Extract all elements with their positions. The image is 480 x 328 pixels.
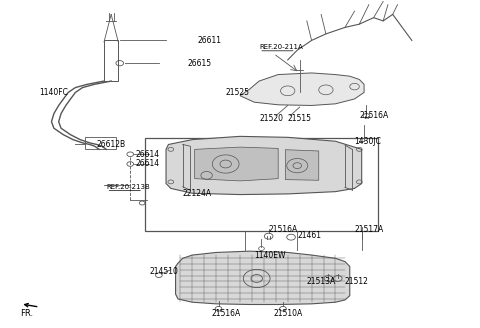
- Text: 22124A: 22124A: [183, 189, 212, 198]
- Text: 21461: 21461: [297, 231, 321, 240]
- Text: 214510: 214510: [149, 267, 178, 276]
- Bar: [144, 138, 378, 231]
- Polygon shape: [176, 251, 350, 304]
- Text: 21512: 21512: [345, 277, 369, 286]
- Polygon shape: [240, 73, 364, 106]
- Text: 21525: 21525: [226, 88, 250, 97]
- Bar: [85, 137, 116, 149]
- Polygon shape: [195, 147, 278, 181]
- Bar: [104, 40, 118, 81]
- Text: REF.20-211A: REF.20-211A: [259, 44, 303, 50]
- Polygon shape: [285, 150, 319, 180]
- Text: 21516A: 21516A: [211, 309, 240, 318]
- Text: 21510A: 21510A: [274, 309, 303, 318]
- Text: 1430JC: 1430JC: [355, 137, 382, 146]
- Polygon shape: [166, 136, 362, 195]
- Text: 1140EW: 1140EW: [254, 251, 286, 259]
- Text: 21520: 21520: [259, 114, 283, 123]
- Text: 26615: 26615: [188, 59, 212, 68]
- Text: 21516A: 21516A: [269, 225, 298, 234]
- Text: 21515: 21515: [288, 114, 312, 123]
- Text: 26611: 26611: [197, 36, 221, 45]
- Text: REF.20-213B: REF.20-213B: [107, 184, 150, 190]
- Text: 26614: 26614: [135, 159, 159, 169]
- Text: 21513A: 21513A: [307, 277, 336, 286]
- Text: 21516A: 21516A: [360, 111, 388, 120]
- Text: 26614: 26614: [135, 150, 159, 159]
- Text: FR.: FR.: [21, 309, 34, 318]
- Text: 1140FC: 1140FC: [39, 88, 69, 97]
- Text: 26612B: 26612B: [97, 140, 126, 149]
- Text: 21517A: 21517A: [355, 225, 384, 234]
